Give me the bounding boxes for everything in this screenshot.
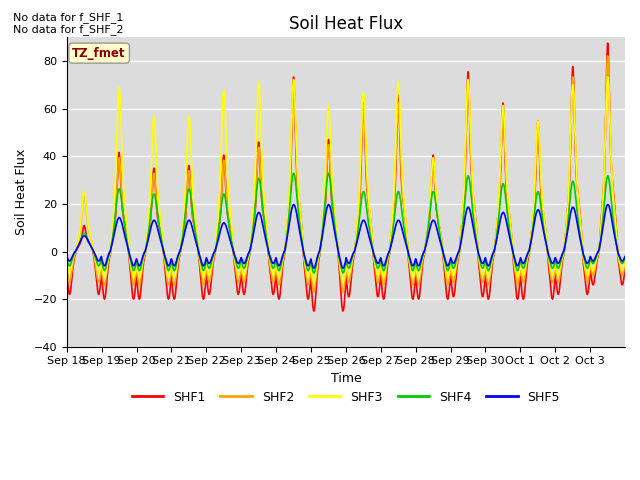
Text: No data for f_SHF_2: No data for f_SHF_2 — [13, 24, 124, 35]
Title: Soil Heat Flux: Soil Heat Flux — [289, 15, 403, 33]
Text: TZ_fmet: TZ_fmet — [72, 47, 126, 60]
Text: No data for f_SHF_1: No data for f_SHF_1 — [13, 12, 123, 23]
Y-axis label: Soil Heat Flux: Soil Heat Flux — [15, 149, 28, 235]
X-axis label: Time: Time — [330, 372, 361, 385]
Legend: SHF1, SHF2, SHF3, SHF4, SHF5: SHF1, SHF2, SHF3, SHF4, SHF5 — [127, 385, 565, 408]
